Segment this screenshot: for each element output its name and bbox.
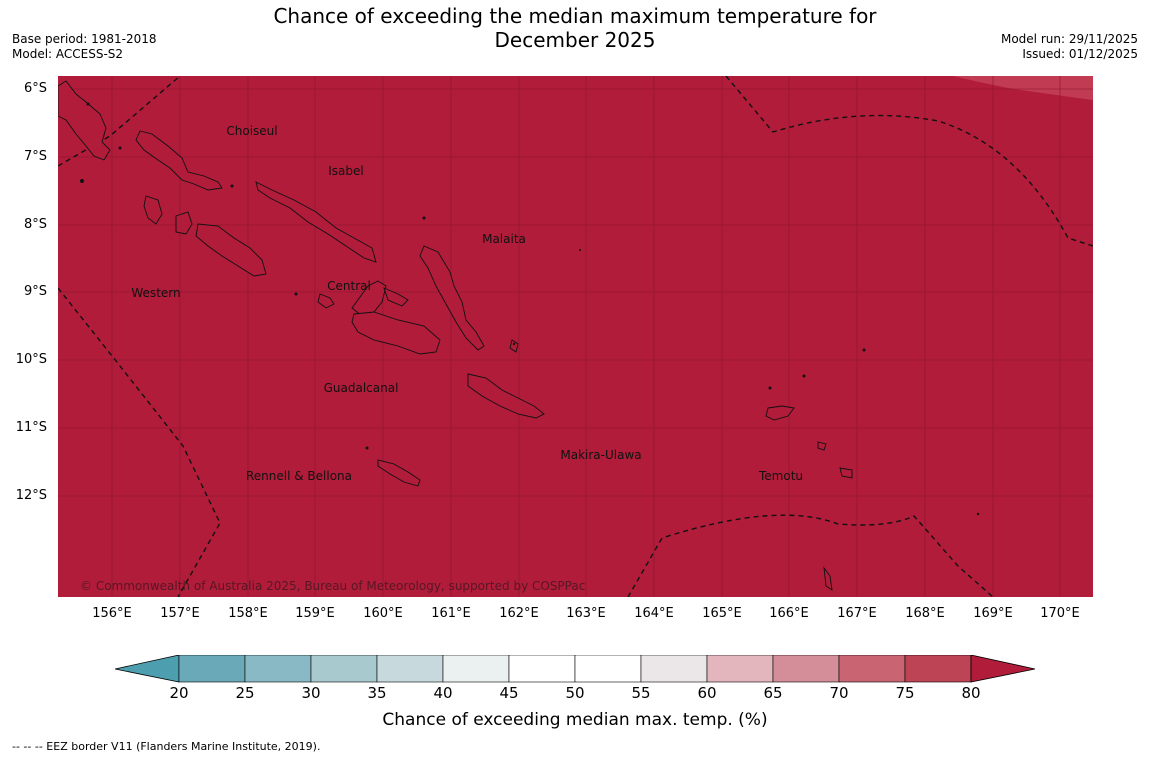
eez-footnote: -- -- -- EEZ border V11 (Flanders Marine… [12, 740, 321, 753]
region-label-central: Central [327, 279, 371, 293]
colorbar-cell [442, 655, 510, 683]
model-name: Model: ACCESS-S2 [12, 47, 124, 61]
model-run: Model run: 29/11/2025 [1000, 32, 1138, 46]
colorbar-tick-label: 25 [235, 684, 255, 702]
lon-label-160e: 160°E [363, 606, 403, 621]
lon-label-164e: 164°E [634, 606, 674, 621]
lon-label-159e: 159°E [295, 606, 335, 621]
lon-label-168e: 168°E [905, 606, 945, 621]
lon-label-165e: 165°E [702, 606, 742, 621]
region-label-western: Western [131, 286, 181, 300]
lon-label-166e: 166°E [769, 606, 809, 621]
colorbar-tick-label: 60 [697, 684, 717, 702]
colorbar-tick-label: 20 [169, 684, 189, 702]
lon-label-161e: 161°E [431, 606, 471, 621]
issued-date: Issued: 01/12/2025 [1022, 47, 1138, 61]
colorbar-cell [376, 655, 444, 683]
base-period: Base period: 1981-2018 [12, 32, 157, 46]
islands [58, 80, 853, 591]
colorbar-tick-label: 50 [565, 684, 585, 702]
colorbar-cell [640, 655, 708, 683]
lon-label-170e: 170°E [1040, 606, 1080, 621]
colorbar-cell [310, 655, 378, 683]
lat-label-6s: 6°S [23, 81, 47, 96]
colorbar-tick-label: 70 [829, 684, 849, 702]
lat-label-9s: 9°S [23, 284, 47, 299]
region-label-temotu: Temotu [758, 469, 804, 483]
colorbar-under-arrow [115, 655, 180, 683]
colorbar-tick-label: 40 [433, 684, 453, 702]
meta-right: Model run: 29/11/2025 Issued: 01/12/2025 [1001, 32, 1138, 62]
region-label-isabel: Isabel [328, 164, 364, 178]
colorbar-cell [574, 655, 642, 683]
colorbar-label: Chance of exceeding median max. temp. (%… [382, 710, 768, 730]
graticule [58, 76, 1093, 597]
colorbar-tick-label: 65 [763, 684, 783, 702]
lon-label-163e: 163°E [566, 606, 606, 621]
lat-label-11s: 11°S [15, 420, 47, 435]
colorbar-tick-label: 80 [961, 684, 981, 702]
lon-label-157e: 157°E [160, 606, 200, 621]
lat-label-8s: 8°S [23, 217, 47, 232]
eez-borders [58, 76, 1093, 597]
colorbar-cell [178, 655, 246, 683]
colorbar-cell [706, 655, 774, 683]
lighter-probability-area [953, 76, 1093, 100]
lon-label-162e: 162°E [499, 606, 539, 621]
colorbar-tick-label: 35 [367, 684, 387, 702]
region-label-guadalcanal: Guadalcanal [323, 381, 399, 395]
lon-label-156e: 156°E [92, 606, 132, 621]
map-panel: Choiseul Isabel Malaita Western Central … [58, 76, 1093, 597]
colorbar-tick-label: 45 [499, 684, 519, 702]
colorbar-tick-label: 30 [301, 684, 321, 702]
meta-left: Base period: 1981-2018 Model: ACCESS-S2 [12, 32, 157, 62]
colorbar-cell [904, 655, 972, 683]
colorbar-over-arrow [970, 655, 1036, 683]
lon-label-158e: 158°E [228, 606, 268, 621]
region-label-rennell-bellona: Rennell & Bellona [245, 469, 353, 483]
islets [80, 102, 980, 516]
region-label-malaita: Malaita [482, 232, 526, 246]
lat-label-7s: 7°S [23, 149, 47, 164]
region-label-makira-ulawa: Makira-Ulawa [560, 448, 642, 462]
colorbar [115, 655, 1036, 683]
colorbar-cell [772, 655, 840, 683]
chart-title: Chance of exceeding the median maximum t… [250, 4, 900, 52]
colorbar-cell [838, 655, 906, 683]
lon-label-167e: 167°E [837, 606, 877, 621]
lon-label-169e: 169°E [973, 606, 1013, 621]
map-graphics [58, 76, 1093, 597]
colorbar-tick-label: 75 [895, 684, 915, 702]
lat-label-10s: 10°S [15, 352, 47, 367]
colorbar-cell [508, 655, 576, 683]
colorbar-cell [244, 655, 312, 683]
title-line-1: Chance of exceeding the median maximum t… [273, 4, 877, 28]
title-line-2: December 2025 [494, 28, 656, 52]
region-label-choiseul: Choiseul [226, 124, 278, 138]
colorbar-tick-label: 55 [631, 684, 651, 702]
copyright-notice: © Commonwealth of Australia 2025, Bureau… [80, 579, 586, 593]
lat-label-12s: 12°S [15, 488, 47, 503]
